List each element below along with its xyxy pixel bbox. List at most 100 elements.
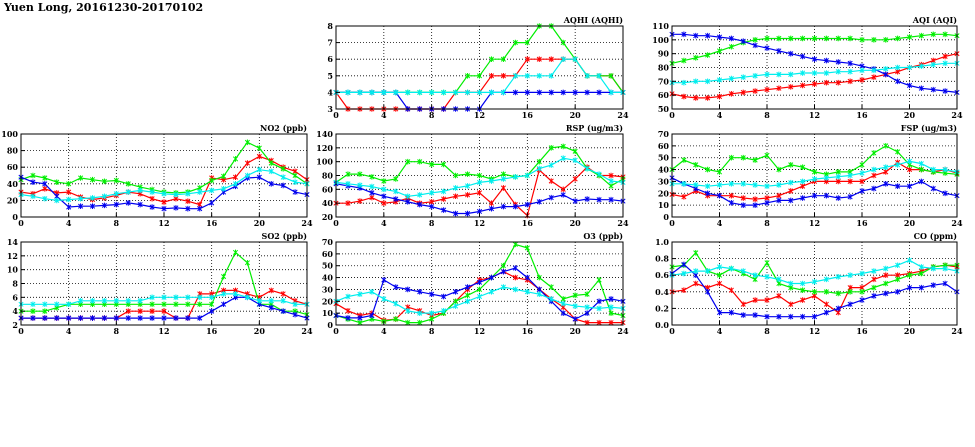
o3-ppb-point <box>393 300 399 307</box>
no2-ppb-point <box>185 198 191 205</box>
aqi-aqi-point <box>693 55 699 61</box>
aqi-aqi-point <box>942 53 948 60</box>
aqi-aqi-point <box>918 63 924 69</box>
no2-ppb-point <box>137 187 143 194</box>
o3-ppb-point <box>441 307 447 314</box>
no2-ppb-point <box>232 174 239 180</box>
aqi-aqi-point <box>740 89 746 96</box>
aqi-aqi-point <box>716 34 723 40</box>
aqhi-aqhi-point <box>500 73 506 79</box>
so2-ppb-point <box>30 301 36 308</box>
so2-ppb-point <box>268 304 274 311</box>
aqhi-aqhi-point <box>596 89 602 96</box>
so2-ppb-point <box>221 301 227 308</box>
y-tick-label: 90 <box>658 49 670 59</box>
co-ppm-point <box>906 272 913 278</box>
so2-ppb-point <box>173 301 179 308</box>
fsp-ug-m3-point <box>728 192 734 199</box>
co-ppm-point <box>918 284 924 291</box>
aqi-aqi-point <box>859 37 865 43</box>
co-ppm-point <box>895 289 901 295</box>
rsp-ug-m3-point <box>464 192 471 198</box>
y-tick-label: 8 <box>327 21 333 31</box>
rsp-ug-m3-point <box>512 203 518 210</box>
rsp-ug-m3-point <box>369 189 375 196</box>
o3-ppb-point <box>572 316 578 322</box>
o3-ppb-point <box>596 277 602 283</box>
x-tick-label: 8 <box>764 110 770 120</box>
so2-ppb-point <box>185 315 191 321</box>
co-ppm-point <box>740 312 746 318</box>
rsp-ug-m3-point <box>393 196 399 202</box>
fsp-ug-m3-point <box>776 197 782 204</box>
co-ppm-point <box>705 289 711 295</box>
co-ppm-point <box>918 270 924 277</box>
no2-ppb-point <box>113 177 119 184</box>
fsp-ug-m3-point <box>681 157 687 163</box>
aqi-aqi-point <box>847 60 853 67</box>
fsp-ug-m3-point <box>859 162 865 168</box>
rsp-ug-m3-point <box>393 176 399 182</box>
fsp-ug-m3-point <box>776 192 782 199</box>
fsp-ug-m3-point <box>681 194 687 200</box>
y-tick-label: 0 <box>12 212 18 222</box>
co-ppm-point <box>906 284 913 291</box>
no2-ppb-point <box>89 176 96 183</box>
aqi-aqi-point <box>752 42 758 49</box>
no2-ppb-point <box>54 179 60 185</box>
fsp-ug-m3-point <box>776 182 782 188</box>
rsp-ug-m3-point <box>405 198 411 205</box>
aqi-aqi-point <box>835 59 841 65</box>
fsp-ug-m3-point <box>752 202 758 208</box>
no2-ppb-chart-title: NO2 (ppb) <box>260 123 307 133</box>
co-ppm-point <box>823 309 829 316</box>
aqi-aqi-point <box>693 78 699 85</box>
so2-ppb-point <box>185 294 191 301</box>
so2-ppb-point <box>113 315 119 321</box>
aqi-aqi-point <box>823 35 829 42</box>
aqi-aqi-point <box>942 31 948 38</box>
so2-ppb-point <box>292 301 298 308</box>
no2-ppb-point <box>161 199 167 205</box>
aqi-aqi-point <box>847 68 853 75</box>
fsp-ug-m3-point <box>800 178 806 185</box>
y-tick-label: 3 <box>327 104 333 114</box>
rsp-ug-m3-point <box>429 198 435 205</box>
co-ppm-point <box>811 313 818 320</box>
aqi-aqi-point <box>728 43 734 50</box>
no2-ppb-point <box>101 193 107 200</box>
so2-ppb-point <box>161 301 167 308</box>
aqi-aqi-point <box>930 86 936 93</box>
aqhi-aqhi-point <box>536 89 542 96</box>
o3-ppb-point <box>560 310 566 316</box>
o3-ppb-point <box>584 304 590 311</box>
aqhi-aqhi-point <box>608 73 614 79</box>
fsp-ug-m3-point <box>788 162 794 168</box>
y-tick-label: 140 <box>316 129 333 139</box>
fsp-ug-m3-point <box>823 175 829 181</box>
fsp-ug-m3-point <box>811 192 818 199</box>
no2-ppb-point <box>149 195 155 202</box>
aqi-aqi-point <box>942 60 948 67</box>
o3-ppb-point <box>524 245 530 251</box>
fsp-ug-m3-point <box>823 192 829 199</box>
y-tick-label: 50 <box>322 261 334 271</box>
rsp-ug-m3-point <box>369 183 375 190</box>
o3-ppb-point <box>357 319 363 326</box>
rsp-ug-m3-point <box>345 200 351 206</box>
fsp-ug-m3-point <box>883 181 889 187</box>
o3-ppb-point <box>417 319 423 326</box>
rsp-ug-m3-point <box>500 176 506 182</box>
aqi-aqi-point <box>776 85 782 92</box>
so2-ppb-point <box>149 308 155 314</box>
fsp-ug-m3-point <box>918 160 924 167</box>
x-tick-label: 12 <box>474 110 485 120</box>
aqi-aqi-point <box>942 88 948 94</box>
rsp-ug-m3-point <box>536 198 542 205</box>
aqi-aqi-point <box>728 90 734 97</box>
co-ppm-point <box>835 305 841 312</box>
y-tick-label: 14 <box>7 237 19 247</box>
aqi-aqi-point <box>716 93 723 100</box>
o3-ppb-point <box>596 319 602 326</box>
aqi-aqi-point <box>906 82 913 89</box>
